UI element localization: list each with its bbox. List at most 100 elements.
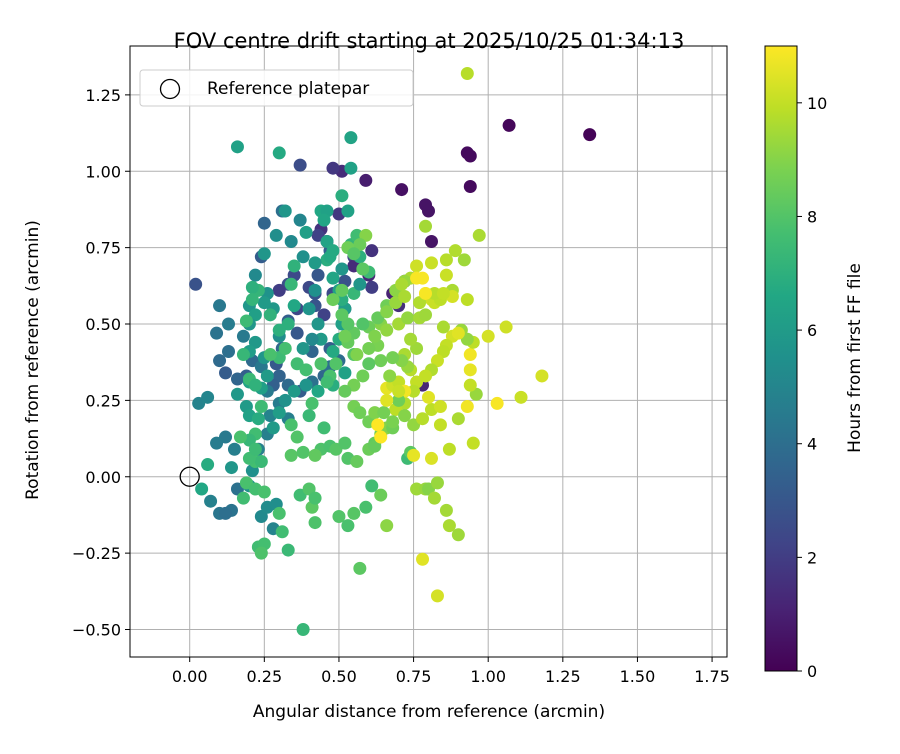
data-point: [248, 378, 262, 392]
x-tick-label: 1.50: [620, 667, 656, 686]
data-point: [359, 500, 373, 514]
data-point: [469, 387, 483, 401]
data-point: [353, 277, 367, 291]
data-point: [380, 305, 394, 319]
data-point: [410, 259, 424, 273]
data-point: [257, 296, 271, 310]
data-point: [353, 561, 367, 575]
data-point: [416, 412, 430, 426]
data-point: [299, 225, 313, 239]
data-point: [296, 623, 310, 637]
data-point: [317, 213, 331, 227]
data-point: [302, 302, 316, 316]
data-point: [448, 244, 462, 258]
data-point: [427, 491, 441, 505]
data-point: [317, 421, 331, 435]
data-point: [305, 396, 319, 410]
data-point: [422, 204, 435, 218]
colorbar: 0 2 4 6 8 10 Hours from first FF file: [764, 45, 865, 681]
data-point: [308, 256, 322, 270]
data-point: [347, 506, 361, 520]
data-point: [341, 519, 355, 533]
data-point: [377, 406, 391, 420]
y-tick-label: 0.50: [85, 315, 121, 334]
legend-entry-reference-platepar: Reference platepar: [207, 79, 369, 99]
data-point: [222, 345, 236, 358]
data-point: [416, 552, 430, 566]
data-point: [248, 335, 262, 349]
data-point: [299, 363, 313, 377]
data-point: [365, 244, 379, 258]
data-point: [329, 357, 343, 371]
x-tick-label: 1.00: [470, 667, 506, 686]
legend-open-circle-icon: [159, 78, 181, 100]
data-point: [233, 430, 247, 444]
data-point: [502, 118, 516, 132]
data-point: [335, 189, 349, 203]
data-point: [392, 384, 406, 398]
colorbar-tick-label: 4: [807, 435, 817, 454]
data-point: [362, 341, 376, 355]
data-point: [442, 519, 456, 533]
data-point: [335, 262, 349, 276]
reference-platepar-marker: [179, 466, 200, 487]
data-point: [272, 323, 286, 337]
data-point: [245, 280, 259, 294]
data-point: [201, 458, 215, 472]
data-point: [365, 479, 379, 493]
colorbar-tick-label: 10: [807, 94, 827, 113]
data-point: [338, 384, 352, 398]
data-point: [302, 409, 316, 423]
data-point: [335, 283, 349, 297]
data-point: [439, 253, 453, 267]
data-point: [326, 161, 340, 175]
data-point: [436, 320, 450, 334]
data-point: [251, 412, 265, 426]
data-point: [317, 308, 331, 322]
data-point: [463, 363, 477, 377]
data-point: [272, 283, 286, 297]
data-point: [419, 308, 433, 322]
data-point: [308, 516, 322, 530]
data-point: [356, 317, 370, 331]
data-point: [341, 204, 355, 218]
data-point: [472, 228, 486, 242]
data-point: [287, 299, 301, 313]
data-point: [254, 454, 268, 468]
data-point: [230, 372, 244, 386]
x-tick-label: 1.75: [694, 667, 730, 686]
data-point: [422, 390, 435, 404]
data-point: [460, 293, 474, 307]
data-point: [380, 519, 394, 533]
data-point: [284, 418, 298, 432]
data-point: [302, 482, 316, 496]
x-axis-label: Angular distance from reference (arcmin): [253, 702, 605, 722]
data-point: [395, 277, 409, 291]
data-point: [463, 378, 477, 392]
y-axis-label: Rotation from reference (arcmin): [23, 220, 43, 500]
data-point: [442, 442, 456, 456]
x-tick-label: 0.50: [321, 667, 357, 686]
data-point: [227, 442, 241, 456]
data-point: [284, 235, 298, 249]
x-tick-label: 0.00: [172, 667, 208, 686]
data-point: [219, 506, 233, 520]
colorbar-label: Hours from first FF file: [845, 263, 865, 453]
data-point: [272, 369, 286, 383]
data-point: [326, 271, 340, 285]
data-point: [407, 384, 421, 398]
data-point: [356, 262, 370, 276]
y-tick-label: −0.25: [72, 544, 121, 563]
data-point: [433, 418, 447, 432]
data-point: [284, 448, 298, 462]
data-point: [398, 409, 412, 423]
x-tick-label: 0.75: [396, 667, 432, 686]
data-point: [326, 345, 340, 358]
data-point: [287, 259, 301, 273]
data-point: [326, 244, 340, 258]
data-point: [392, 393, 406, 407]
data-point: [278, 341, 292, 355]
data-point: [189, 277, 203, 291]
